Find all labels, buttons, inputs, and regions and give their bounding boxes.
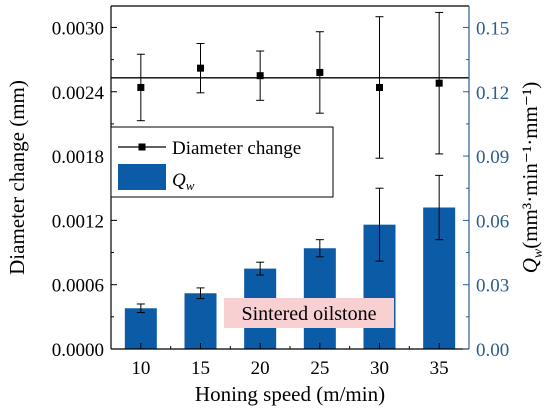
right-tick-label: 0.03 xyxy=(476,276,509,297)
y-right-axis-title-q: Q xyxy=(518,258,542,273)
x-tick-label: 10 xyxy=(131,358,150,379)
legend-label-qw-main: Q xyxy=(172,170,186,191)
point-diameter-30 xyxy=(376,83,383,91)
right-tick-label: 0.09 xyxy=(476,147,509,168)
left-tick-label: 0.0030 xyxy=(52,18,104,39)
left-tick-label: 0.0000 xyxy=(52,340,104,361)
right-tick-label: 0.12 xyxy=(476,83,509,104)
x-tick-label: 25 xyxy=(310,358,329,379)
right-tick-label: 0.00 xyxy=(476,340,509,361)
legend-swatch-qw xyxy=(118,164,166,190)
y-left-axis-title: Diameter change (mm) xyxy=(5,80,29,275)
right-tick-label: 0.15 xyxy=(476,18,509,39)
point-diameter-10 xyxy=(137,83,145,91)
point-diameter-25 xyxy=(316,68,324,76)
bar-qw-10 xyxy=(124,308,157,349)
left-tick-label: 0.0006 xyxy=(52,276,104,297)
y-right-axis-title-units: (mm³·min⁻¹·mm⁻¹) xyxy=(518,82,542,249)
x-axis-title: Honing speed (m/min) xyxy=(195,382,385,406)
x-tick-label: 15 xyxy=(191,358,210,379)
left-tick-label: 0.0012 xyxy=(52,211,104,232)
y-right-axis-title-w: w xyxy=(531,248,546,258)
legend-label-qw: Qw xyxy=(172,170,195,193)
y-right-axis-title: Qw(mm³·min⁻¹·mm⁻¹) xyxy=(518,82,546,274)
point-diameter-35 xyxy=(435,79,443,87)
right-tick-label: 0.06 xyxy=(476,211,509,232)
bar-qw-15 xyxy=(184,293,217,349)
legend-label-diameter: Diameter change xyxy=(172,138,301,159)
legend-marker-diameter xyxy=(138,143,146,151)
left-tick-label: 0.0018 xyxy=(52,147,104,168)
legend-label-qw-sub: w xyxy=(186,178,195,193)
x-tick-label: 35 xyxy=(430,358,449,379)
legend: Diameter change Qw xyxy=(110,126,334,198)
x-tick-label: 30 xyxy=(370,358,389,379)
point-diameter-15 xyxy=(197,64,204,72)
annotation-background xyxy=(224,298,394,328)
left-tick-label: 0.0024 xyxy=(52,83,105,104)
x-tick-label: 20 xyxy=(251,358,270,379)
annotation-sintered-oilstone: Sintered oilstone xyxy=(242,303,377,325)
point-diameter-20 xyxy=(256,72,264,80)
